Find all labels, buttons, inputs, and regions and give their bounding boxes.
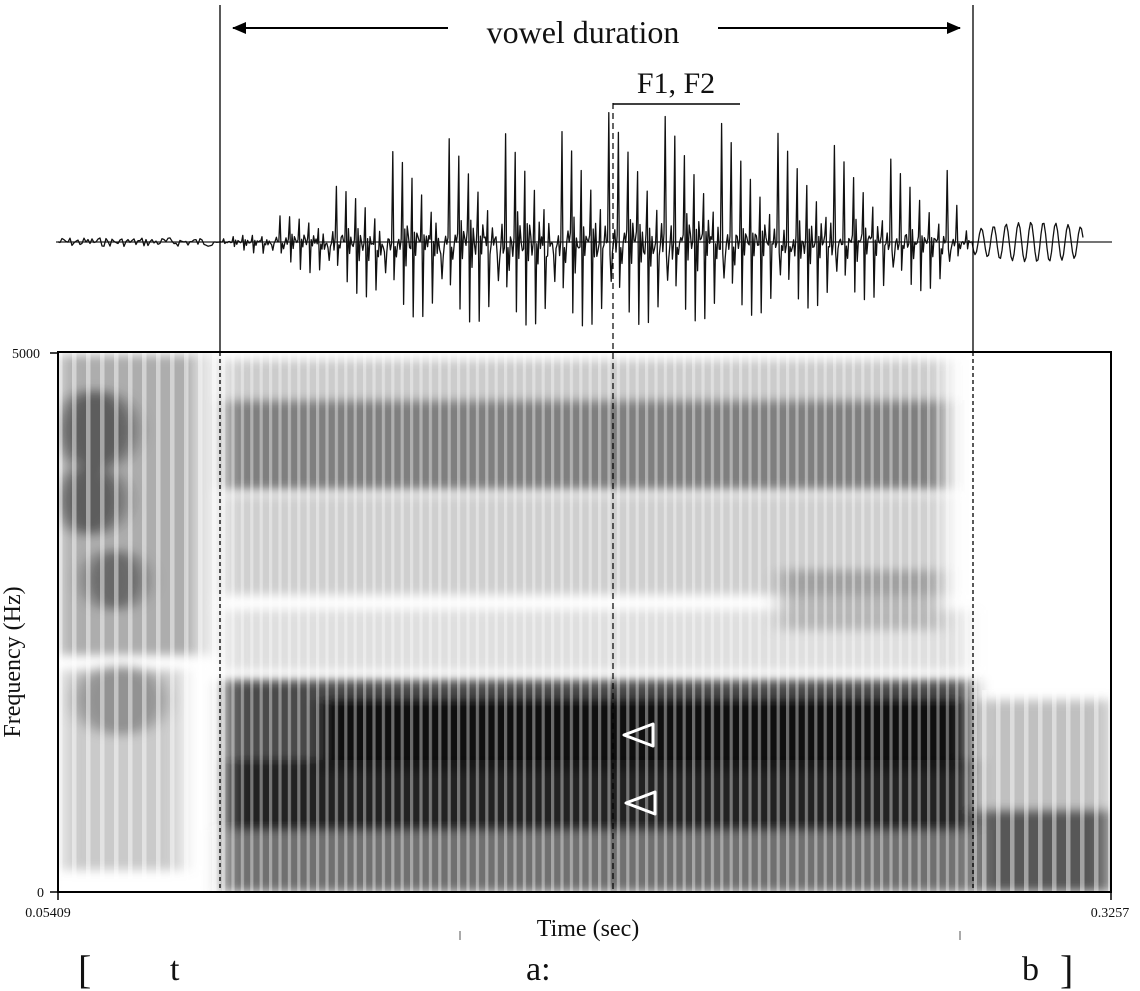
y-axis-max: 5000 xyxy=(12,347,40,362)
spectrogram-frame xyxy=(57,351,1112,893)
waveform xyxy=(56,111,1112,327)
vowel-duration-label: vowel duration xyxy=(487,14,680,50)
waveform-trace xyxy=(57,111,1084,327)
x-axis-end: 0.3257 xyxy=(1091,906,1130,921)
x-axis-start: 0.05409 xyxy=(25,906,71,921)
x-axis: 0.05409 0.3257 Time (sec) xyxy=(25,892,1129,942)
y-axis-min: 0 xyxy=(37,886,44,901)
transcription-open-bracket: [ xyxy=(78,947,91,991)
x-axis-title: Time (sec) xyxy=(537,916,639,942)
y-axis-title: Frequency (Hz) xyxy=(0,586,26,737)
f1-marker-icon xyxy=(624,790,657,816)
segment-b: b xyxy=(1022,951,1039,988)
formant-label: F1, F2 xyxy=(637,67,715,100)
spectrogram xyxy=(58,352,1111,892)
boundary-lines xyxy=(219,5,974,892)
formant-markers xyxy=(622,722,657,816)
transcription-close-bracket: ] xyxy=(1060,947,1073,991)
y-axis: 5000 0 Frequency (Hz) xyxy=(0,347,58,901)
f2-marker-icon xyxy=(622,722,655,748)
phonetic-transcription: [ t a: b ] xyxy=(78,947,1073,991)
segment-t: t xyxy=(170,951,180,988)
vowel-duration-arrow: vowel duration xyxy=(232,14,961,50)
segment-a: a: xyxy=(526,951,551,988)
